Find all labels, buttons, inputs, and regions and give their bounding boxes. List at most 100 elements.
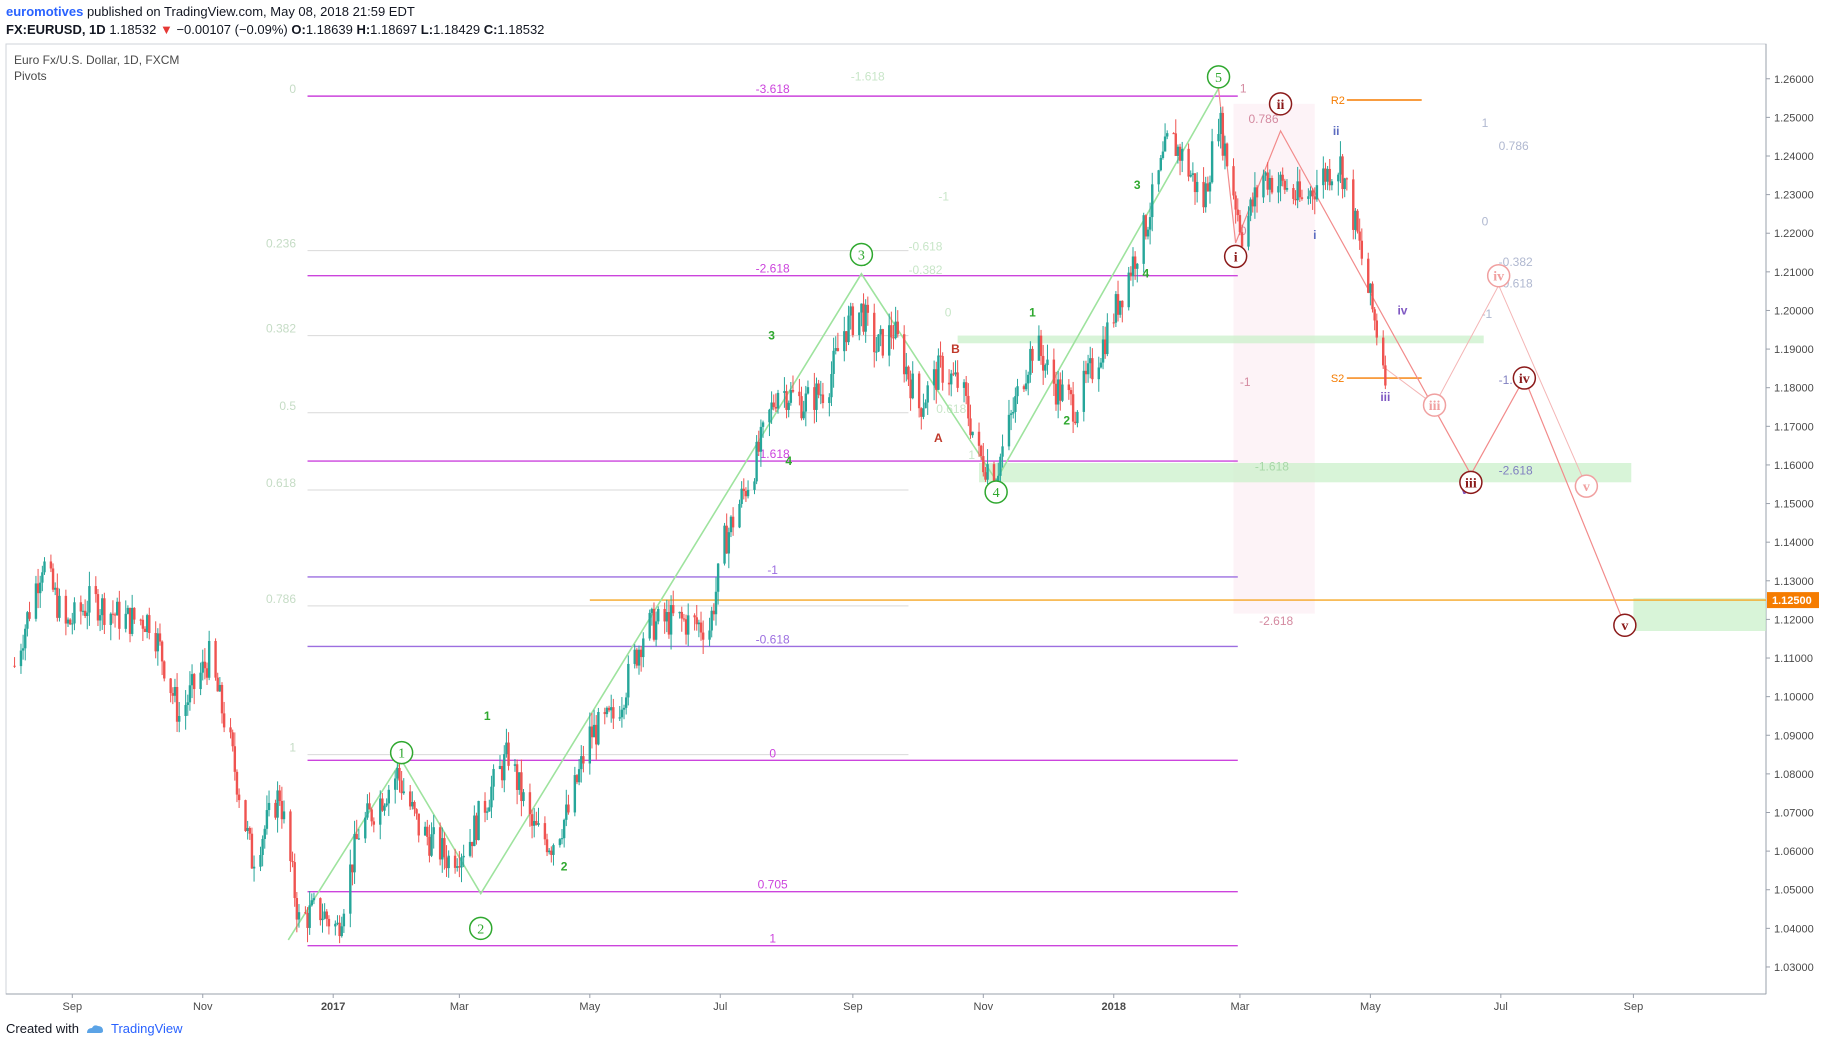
candle-body (261, 838, 264, 856)
candle-body (456, 866, 459, 868)
candle-body (1281, 174, 1284, 181)
price-tick-label: 1.09000 (1774, 730, 1814, 742)
candle-body (1037, 335, 1041, 361)
candle-body (535, 820, 538, 825)
candle-body (1356, 210, 1359, 232)
minor-wave-label: A (934, 431, 943, 445)
candle-body (96, 594, 100, 621)
candle-body (1146, 229, 1150, 237)
candle-body (111, 613, 115, 615)
candle-body (637, 649, 641, 666)
fib-label: -0.618 (756, 632, 790, 646)
candle-body (41, 572, 44, 583)
candle-body (843, 331, 846, 352)
candle-body (1330, 181, 1334, 186)
footer: Created with TradingView (6, 1021, 183, 1036)
candle-body (1129, 272, 1133, 277)
candle-body (321, 918, 324, 921)
candle-body (222, 713, 226, 728)
candle-body (124, 613, 127, 629)
candle-body (56, 587, 59, 618)
zones-layer (957, 103, 1766, 631)
price-tick-label: 1.24000 (1774, 151, 1814, 163)
candle-body (86, 612, 89, 617)
candle-body (1255, 187, 1259, 198)
candle-body (1118, 300, 1122, 315)
fib-extension-label: -1.618 (1255, 460, 1289, 474)
candle-body (879, 329, 882, 335)
pivot-label: S2 (1331, 373, 1344, 385)
minor-wave-label: 4 (1142, 267, 1149, 281)
tradingview-brand-link[interactable]: TradingView (110, 1021, 183, 1036)
minor-wave-label: B (951, 342, 960, 356)
price-tick-label: 1.21000 (1774, 267, 1814, 279)
fib-extension-label: 1 (1240, 81, 1247, 95)
price-tick-label: 1.05000 (1774, 885, 1814, 897)
alt-projected-path (1385, 284, 1587, 487)
wave-label: v (1583, 480, 1590, 495)
candle-body (1193, 173, 1197, 193)
price-tick-label: 1.10000 (1774, 692, 1814, 704)
price-tick-label: 1.22000 (1774, 228, 1814, 240)
author-link[interactable]: euromotives (6, 4, 84, 19)
candle-body (1343, 178, 1346, 190)
candle-body (1326, 168, 1329, 182)
candle-body (1166, 133, 1169, 137)
candle-body (488, 807, 491, 812)
candle-body (289, 811, 292, 862)
candle-body (740, 488, 743, 504)
time-tick-label: 2018 (1102, 1001, 1126, 1013)
candle-body (101, 598, 104, 616)
candle-body (1076, 411, 1079, 424)
publish-line: euromotives published on TradingView.com… (6, 4, 415, 19)
price-axis: 1.26000 1.25000 1.24000 1.23000 1.22000 1.210… (1766, 74, 1819, 974)
candle-body (834, 348, 837, 351)
pivot-label: R2 (1331, 95, 1345, 107)
price-tick-label: 1.26000 (1774, 74, 1814, 86)
candle-body (398, 767, 401, 781)
fib-label: -3.618 (756, 82, 790, 96)
candle-body (565, 804, 568, 820)
candle-body (522, 792, 525, 802)
candle-body (815, 383, 818, 410)
candle-body (229, 727, 232, 733)
candle-body (1307, 196, 1310, 199)
candle-body (49, 561, 53, 569)
candle-body (729, 516, 733, 533)
candle-body (507, 742, 510, 766)
candle-body (1225, 143, 1229, 167)
price-tick-label: 1.03000 (1774, 962, 1814, 974)
candle-body (1322, 168, 1325, 186)
candle-body (145, 615, 149, 633)
candle-body (205, 668, 209, 678)
impulse-trendline (287, 88, 1220, 941)
price-tick-label: 1.13000 (1774, 576, 1814, 588)
minor-wave-label: 1 (1029, 305, 1036, 319)
candle-body (64, 595, 68, 624)
candle-body (323, 911, 326, 919)
candle-body (1067, 384, 1071, 391)
price-tick-label: 1.07000 (1774, 807, 1814, 819)
minor-wave-label: ii (1333, 124, 1340, 138)
candle-body (1178, 146, 1182, 161)
candle-body (73, 602, 76, 624)
candle-body (1127, 272, 1130, 308)
candle-body (36, 583, 40, 594)
candle-body (962, 382, 966, 388)
candle-body (1268, 177, 1272, 190)
candle-body (423, 826, 427, 836)
candle-body (800, 396, 803, 419)
candle-body (669, 605, 673, 635)
wave-ii-zone (1233, 103, 1315, 614)
candle-body (244, 800, 247, 832)
candle-body (755, 441, 758, 482)
wave-label: iii (1465, 476, 1477, 491)
candle-body (582, 756, 585, 764)
candle-body (203, 661, 207, 669)
fib-label: 0.705 (758, 878, 788, 892)
candle-body (992, 464, 996, 485)
candle-body (1106, 322, 1109, 355)
candle-body (81, 610, 85, 612)
candle-body (1009, 413, 1013, 415)
